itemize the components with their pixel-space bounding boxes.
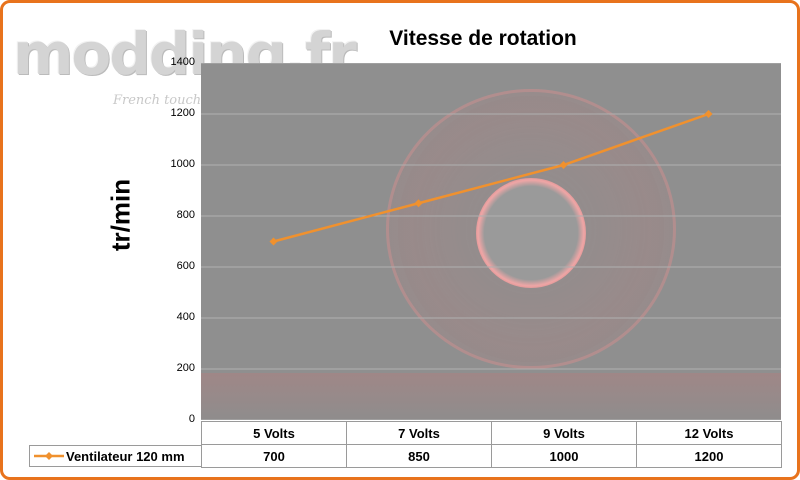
y-tick-label: 1200	[170, 107, 195, 119]
data-point	[269, 237, 278, 246]
gridlines	[201, 63, 781, 420]
data-point	[704, 110, 713, 118]
plot-area	[201, 63, 781, 420]
data-table: 5 Volts 7 Volts 9 Volts 12 Volts 700 850 1000…	[201, 421, 782, 468]
y-tick-label: 0	[188, 413, 195, 425]
data-point	[559, 161, 568, 169]
fan-image-floor	[201, 373, 781, 420]
legend-entry: Ventilateur 120 mm	[29, 445, 201, 467]
data-point	[414, 199, 423, 208]
data-table-value-row: 700 850 1000 1200	[201, 444, 782, 468]
data-table-value: 850	[346, 444, 492, 468]
chart-title: Vitesse de rotation	[389, 27, 577, 50]
legend-swatch	[34, 452, 64, 460]
y-tick-label: 1000	[170, 158, 195, 170]
data-table-category-row: 5 Volts 7 Volts 9 Volts 12 Volts	[201, 421, 782, 445]
legend-label: Ventilateur 120 mm	[66, 448, 185, 464]
watermark-subtext: French touch	[113, 93, 202, 108]
y-tick-label: 200	[176, 362, 195, 374]
y-tick-label: 1400	[170, 56, 195, 68]
data-table-value: 700	[201, 444, 347, 468]
y-axis-ticks: 0 200 400 600 800 1000 1200 1400	[3, 3, 797, 477]
y-tick-label: 400	[176, 311, 195, 323]
data-table-value: 1200	[636, 444, 782, 468]
category-label: 5 Volts	[201, 421, 347, 445]
y-tick-label: 800	[176, 209, 195, 221]
series-lines	[273, 112, 709, 243]
data-table-value: 1000	[491, 444, 637, 468]
category-label: 9 Volts	[491, 421, 637, 445]
y-tick-label: 600	[176, 260, 195, 272]
fan-image-hub	[476, 178, 586, 288]
category-label: 7 Volts	[346, 421, 492, 445]
category-label: 12 Volts	[636, 421, 782, 445]
plot-svg	[201, 63, 781, 420]
series-line	[273, 112, 709, 243]
series-points	[269, 110, 713, 246]
